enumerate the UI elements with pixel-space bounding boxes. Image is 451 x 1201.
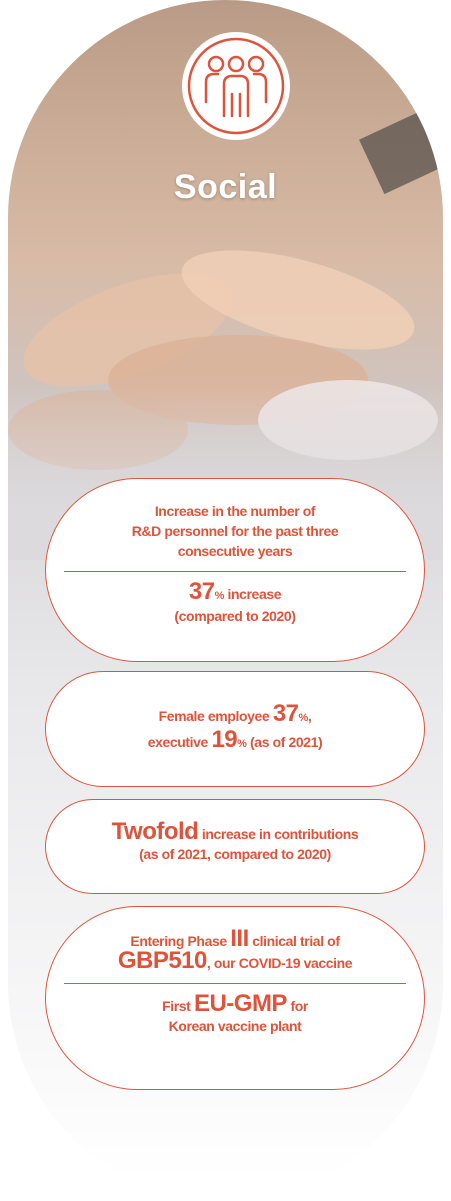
card-text: Korean vaccine plant bbox=[46, 1016, 424, 1036]
unit: % bbox=[215, 590, 224, 602]
page: Social Increase in the number of R&D per… bbox=[0, 0, 451, 1201]
card-text: clinical trial of bbox=[252, 933, 339, 949]
card-line: 37% increase bbox=[46, 582, 424, 606]
card-text: First bbox=[162, 998, 190, 1014]
card-text: for bbox=[290, 998, 307, 1014]
card-text: Increase in the number of bbox=[46, 501, 424, 521]
card-text: (as of 2021, compared to 2020) bbox=[46, 844, 424, 864]
stat-card: Increase in the number of R&D personnel … bbox=[45, 478, 425, 662]
divider bbox=[64, 571, 406, 572]
card-line: Twofold increase in contributions bbox=[46, 822, 424, 844]
card-line: executive 19% (as of 2021) bbox=[46, 730, 424, 754]
unit: % bbox=[299, 712, 308, 724]
card-text: (as of 2021) bbox=[250, 734, 322, 750]
card-text: consecutive years bbox=[46, 541, 424, 561]
card-text: (compared to 2020) bbox=[46, 606, 424, 626]
highlight: EU-GMP bbox=[194, 990, 287, 1017]
stat-card: Twofold increase in contributions (as of… bbox=[45, 799, 425, 894]
highlight: III bbox=[230, 925, 249, 952]
stat-card: Entering Phase III clinical trial of GBP… bbox=[45, 906, 425, 1090]
highlight: GBP510 bbox=[118, 947, 207, 974]
card-text: executive bbox=[148, 734, 208, 750]
highlight: 37 bbox=[189, 578, 215, 605]
card-line: Entering Phase III clinical trial of bbox=[46, 929, 424, 951]
card-text: R&D personnel for the past three bbox=[46, 521, 424, 541]
card-line: Female employee 37%, bbox=[46, 704, 424, 728]
card-text: increase bbox=[227, 586, 281, 602]
card-text: , our COVID-19 vaccine bbox=[207, 955, 352, 971]
unit: % bbox=[237, 738, 246, 750]
divider bbox=[64, 983, 406, 984]
stat-card: Female employee 37%, executive 19% (as o… bbox=[45, 671, 425, 787]
card-text: increase in contributions bbox=[202, 826, 358, 842]
section-title: Social bbox=[0, 168, 451, 207]
highlight: 37 bbox=[273, 700, 299, 727]
card-line: GBP510, our COVID-19 vaccine bbox=[46, 951, 424, 973]
highlight: 19 bbox=[211, 726, 237, 753]
card-text: Female employee bbox=[159, 708, 270, 724]
card-line: First EU-GMP for bbox=[46, 994, 424, 1016]
highlight: Twofold bbox=[112, 818, 199, 845]
people-icon bbox=[180, 30, 292, 142]
card-text: , bbox=[308, 708, 312, 724]
